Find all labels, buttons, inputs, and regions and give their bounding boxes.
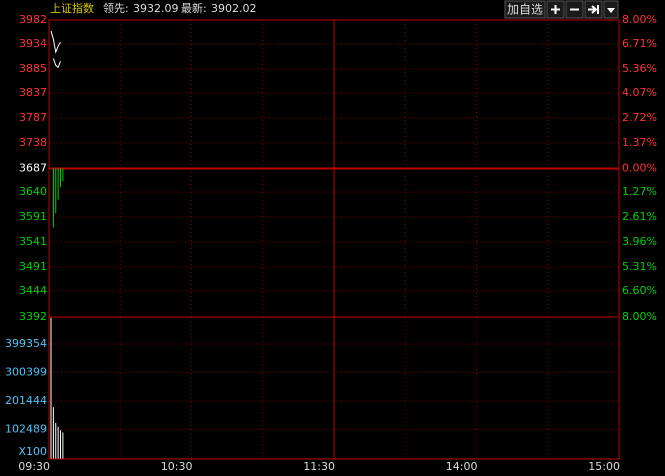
price-line <box>52 58 61 69</box>
y2-tick-label: 6.71% <box>622 37 657 50</box>
y2-tick-label: 5.36% <box>622 62 657 75</box>
index-name: 上证指数 <box>50 1 94 15</box>
panel-border <box>48 316 620 460</box>
unit-label: X100 <box>18 445 47 458</box>
y2-tick-label: 5.31% <box>622 260 657 273</box>
add-watchlist-button[interactable]: 加自选 <box>504 0 546 19</box>
y-tick-label: 3837 <box>19 86 47 99</box>
x-tick-label: 14:00 <box>446 460 478 473</box>
y2-tick-label: 2.61% <box>622 210 657 223</box>
y2-tick-label: 1.37% <box>622 136 657 149</box>
y2-tick-label: 2.72% <box>622 111 657 124</box>
y-tick-label: 300399 <box>5 365 47 378</box>
y2-tick-label: 6.60% <box>622 284 657 297</box>
arrow-icon <box>607 8 615 13</box>
end-icon <box>588 5 599 14</box>
y2-tick-label: 4.07% <box>622 86 657 99</box>
y-tick-label: 102489 <box>5 422 47 435</box>
price-line <box>50 30 61 55</box>
y-tick-label: 3541 <box>19 235 47 248</box>
y-tick-label: 3982 <box>19 13 47 26</box>
x-tick-label: 10:30 <box>161 460 193 473</box>
y-tick-label: 3491 <box>19 260 47 273</box>
menu-button[interactable] <box>603 0 619 19</box>
x-tick-label: 11:30 <box>303 460 335 473</box>
x-tick-label: 15:00 <box>588 460 620 473</box>
y-tick-label: 3687 <box>19 162 47 175</box>
y-tick-label: 3934 <box>19 37 47 50</box>
button-label: 加自选 <box>507 3 543 17</box>
y2-tick-label: 8.00% <box>622 13 657 26</box>
y-tick-label: 3738 <box>19 136 47 149</box>
lead-label: 领先: <box>103 2 129 15</box>
y-tick-label: 3591 <box>19 210 47 223</box>
zoom-out-button[interactable] <box>565 0 584 19</box>
end-button[interactable] <box>584 0 603 19</box>
y-tick-label: 3444 <box>19 284 47 297</box>
y-tick-label: 3787 <box>19 111 47 124</box>
y-tick-label: 3885 <box>19 62 47 75</box>
y-tick-label: 399354 <box>5 337 47 350</box>
y2-tick-label: 3.96% <box>622 235 657 248</box>
y-tick-label: 3640 <box>19 185 47 198</box>
zoom-in-button[interactable] <box>546 0 565 19</box>
y-tick-label: 3392 <box>19 310 47 323</box>
y2-tick-label: 0.00% <box>622 162 657 175</box>
y2-tick-label: 8.00% <box>622 310 657 323</box>
y2-tick-label: 1.27% <box>622 185 657 198</box>
plus-icon <box>551 5 560 14</box>
lead-value: 3932.09 <box>133 2 179 15</box>
y-tick-label: 201444 <box>5 394 47 407</box>
latest-label: 最新: <box>181 1 207 15</box>
x-tick-label: 09:30 <box>18 460 50 473</box>
button-bg <box>504 0 546 19</box>
latest-value: 3902.02 <box>211 2 257 15</box>
